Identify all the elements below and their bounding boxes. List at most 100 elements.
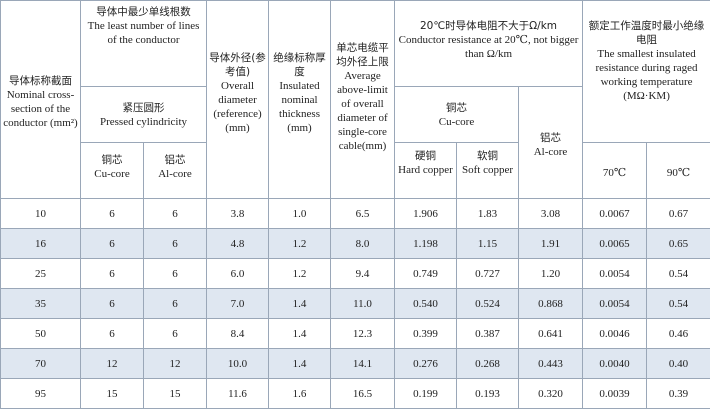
header-cell: 紧压圆形 Pressed cylindricity: [79, 86, 208, 143]
header-zh: 额定工作温度时最小绝缘电阻: [588, 20, 705, 46]
table-cell: 0.65: [646, 228, 710, 259]
table-cell: 12: [142, 348, 208, 379]
header-en: Nominal cross-section of the conductor (…: [3, 88, 78, 129]
table-cell: 12.3: [330, 318, 396, 349]
header-en: Soft copper: [462, 164, 514, 176]
header-cell: 铝芯 Al-core: [518, 86, 584, 199]
table-cell: 0.641: [518, 318, 584, 349]
header-en: Hard copper: [398, 164, 453, 176]
header-zh: 硬铜: [415, 150, 437, 162]
header-zh: 铝芯: [540, 131, 562, 144]
table-cell: 0.399: [394, 318, 458, 349]
header-zh: 20℃时导体电阻不大于Ω/km: [420, 20, 558, 32]
header-cell: 导体外径(参考值) Overall diameter (reference) (m…: [206, 0, 270, 199]
table-cell: 1.2: [268, 258, 332, 289]
table-cell: 0.0054: [582, 258, 648, 289]
table-cell: 0.320: [518, 378, 584, 409]
table-cell: 1.4: [268, 318, 332, 349]
table-cell: 6: [142, 228, 208, 259]
header-en: Conductor resistance at 20℃, not bigger …: [398, 34, 579, 60]
table-cell: 0.524: [456, 288, 520, 319]
table-cell: 6: [142, 318, 208, 349]
table-cell: 16.5: [330, 378, 396, 409]
header-cell: 额定工作温度时最小绝缘电阻 The smallest insulated resi…: [582, 0, 710, 143]
table-cell: 4.8: [206, 228, 270, 259]
header-en: Cu-core: [94, 168, 130, 180]
header-cell: 90℃: [646, 142, 710, 199]
table-cell: 6: [80, 198, 144, 229]
header-zh: 导体外径(参考值): [209, 52, 266, 78]
header-en: The smallest insulated resistance during…: [595, 48, 698, 102]
table-cell: 11.6: [206, 378, 270, 409]
table-cell: 1.198: [394, 228, 458, 259]
table-cell: 50: [0, 318, 81, 349]
table-row: 16 6 6 4.8 1.2 8.0 1.198 1.15 1.91 0.0065 0.65: [0, 228, 710, 259]
table-cell: 1.91: [518, 228, 584, 259]
table-cell: 12: [80, 348, 144, 379]
header-zh: 软铜: [477, 150, 499, 162]
header-cell: 铜芯 Cu-core: [394, 86, 520, 143]
header-cell: 绝缘标称厚度 Insulated nominal thickness (mm): [268, 0, 332, 199]
table-cell: 1.83: [456, 198, 520, 229]
table-cell: 6: [142, 258, 208, 289]
table-row: 35 6 6 7.0 1.4 11.0 0.540 0.524 0.868 0.0054 0.54: [0, 288, 710, 319]
header-cell: 硬铜 Hard copper: [394, 142, 458, 199]
header-zh: 紧压圆形: [122, 102, 165, 114]
header-en: Overall diameter (reference) (mm): [213, 80, 262, 134]
table-row: 25 6 6 6.0 1.2 9.4 0.749 0.727 1.20 0.0054 0.54: [0, 258, 710, 289]
table-cell: 0.54: [646, 258, 710, 289]
header-en: The least number of lines of the conduct…: [87, 20, 200, 46]
table-cell: 0.0040: [582, 348, 648, 379]
table-cell: 11.0: [330, 288, 396, 319]
table-cell: 6: [142, 198, 208, 229]
table-cell: 6: [80, 228, 144, 259]
table-cell: 1.0: [268, 198, 332, 229]
table-cell: 16: [0, 228, 81, 259]
header-en: Al-core: [533, 145, 568, 158]
table-cell: 0.67: [646, 198, 710, 229]
table-cell: 6.0: [206, 258, 270, 289]
header-en: Al-core: [158, 168, 192, 180]
table-cell: 0.868: [518, 288, 584, 319]
table-cell: 1.6: [268, 378, 332, 409]
header-cell: 导体中最少单线根数 The least number of lines of th…: [79, 0, 208, 87]
table-cell: 8.0: [330, 228, 396, 259]
header-en: Cu-core: [438, 116, 475, 128]
table-row: 95 15 15 11.6 1.6 16.5 0.199 0.193 0.320 0.0039 0.…: [0, 378, 710, 409]
table-cell: 0.54: [646, 288, 710, 319]
table-cell: 0.540: [394, 288, 458, 319]
header-zh: 绝缘标称厚度: [273, 52, 326, 78]
table-cell: 0.268: [456, 348, 520, 379]
table-row: 10 6 6 3.8 1.0 6.5 1.906 1.83 3.08 0.0067 0.67: [0, 198, 710, 229]
table-cell: 6: [80, 318, 144, 349]
header-en: Average above-limit of overall diameter …: [337, 70, 388, 152]
table-cell: 0.727: [456, 258, 520, 289]
header-en: Insulated nominal thickness (mm): [279, 80, 320, 134]
header-cell: 铜芯 Cu-core: [80, 142, 144, 199]
table-cell: 0.0046: [582, 318, 648, 349]
table-cell: 0.39: [646, 378, 710, 409]
header-cell: 导体标称截面 Nominal cross-section of the condu…: [0, 0, 81, 199]
header-zh: 铝芯: [164, 154, 186, 166]
table-cell: 10: [0, 198, 81, 229]
header-zh: 铜芯: [446, 102, 468, 114]
table-cell: 1.20: [518, 258, 584, 289]
header-en: Pressed cylindricity: [99, 116, 188, 128]
table-cell: 0.276: [394, 348, 458, 379]
table-body: 10 6 6 3.8 1.0 6.5 1.906 1.83 3.08 0.0067 0.67 16 6 6…: [0, 198, 710, 409]
table-cell: 14.1: [330, 348, 396, 379]
table-cell: 15: [80, 378, 144, 409]
table-cell: 0.443: [518, 348, 584, 379]
table-cell: 35: [0, 288, 81, 319]
table-cell: 0.749: [394, 258, 458, 289]
table-cell: 95: [0, 378, 81, 409]
table-cell: 0.40: [646, 348, 710, 379]
table-cell: 1.4: [268, 348, 332, 379]
header-zh: 单芯电缆平均外径上限: [336, 42, 389, 68]
table-row: 70 12 12 10.0 1.4 14.1 0.276 0.268 0.443 0.0040 0.…: [0, 348, 710, 379]
header-cell: 20℃时导体电阻不大于Ω/km Conductor resistance at 2…: [394, 0, 584, 87]
header-cell: 铝芯 Al-core: [142, 142, 208, 199]
header-zh: 导体标称截面: [9, 74, 72, 87]
header-cell: 单芯电缆平均外径上限 Average above-limit of overall…: [330, 0, 396, 199]
table-cell: 1.15: [456, 228, 520, 259]
